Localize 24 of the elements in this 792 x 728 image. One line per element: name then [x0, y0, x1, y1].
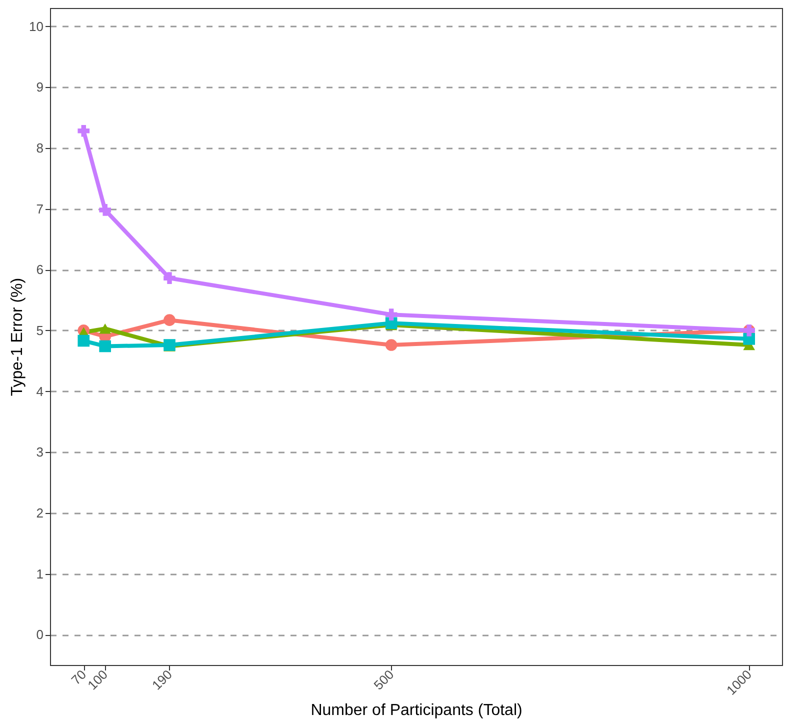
point [99, 340, 112, 352]
point [99, 204, 112, 216]
y-tick-label: 8 [36, 140, 44, 156]
point [78, 124, 90, 137]
y-tick-label: 2 [36, 505, 44, 520]
y-tick-label: 10 [29, 18, 44, 34]
y-tick-label: 0 [36, 627, 44, 642]
x-axis-title: Number of Participants (Total) [310, 702, 522, 719]
y-tick-label: 3 [36, 444, 44, 460]
point [78, 334, 90, 347]
x-tick-label: 500 [370, 666, 397, 693]
point [385, 339, 398, 351]
y-tick-label: 4 [36, 384, 44, 399]
point [164, 272, 176, 284]
point [99, 323, 112, 334]
y-axis-title: Type-1 Error (%) [9, 278, 26, 396]
y-tick-label: 5 [36, 322, 44, 338]
y-tick-label: 6 [36, 262, 44, 278]
y-tick-label: 1 [36, 566, 44, 582]
point [385, 308, 398, 321]
y-tick-label: 9 [36, 80, 44, 95]
x-tick-label: 190 [148, 666, 175, 693]
point [164, 314, 176, 326]
y-tick-label: 7 [36, 201, 44, 216]
